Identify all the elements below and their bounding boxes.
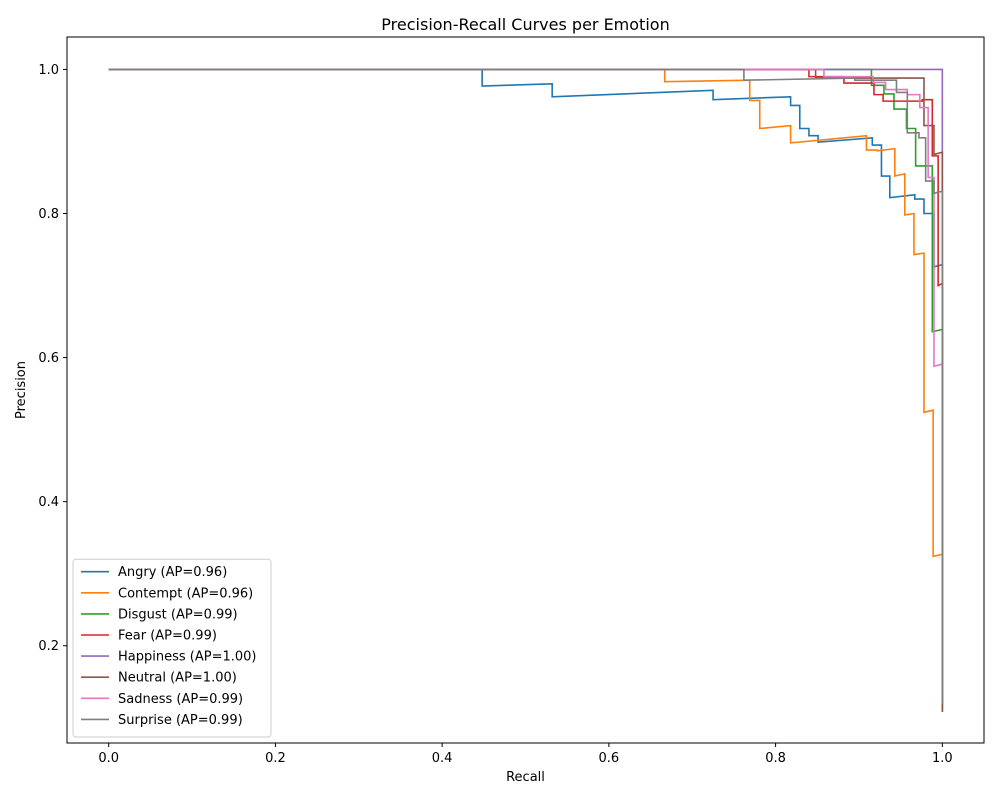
x-tick-label: 1.0 xyxy=(932,751,953,766)
legend-label: Contempt (AP=0.96) xyxy=(118,586,253,601)
y-tick-label: 0.6 xyxy=(38,351,59,366)
legend-label: Disgust (AP=0.99) xyxy=(118,607,238,622)
legend-label: Sadness (AP=0.99) xyxy=(118,692,243,707)
series-line-7 xyxy=(108,68,944,704)
plot-frame xyxy=(66,36,985,744)
y-axis: 0.2 0.4 0.6 0.8 1.0 xyxy=(38,63,67,654)
y-tick-label: 1.0 xyxy=(38,63,59,78)
legend-label: Neutral (AP=1.00) xyxy=(118,671,237,686)
y-axis-label: Precision xyxy=(14,361,29,419)
series-line-0 xyxy=(108,68,944,704)
y-tick-label: 0.2 xyxy=(38,639,59,654)
legend: Angry (AP=0.96) Contempt (AP=0.96) Disgust… xyxy=(72,558,272,738)
x-axis: 0.0 0.2 0.4 0.6 0.8 1.0 xyxy=(98,743,953,766)
series-layer xyxy=(108,68,944,713)
x-tick-label: 0.8 xyxy=(765,751,786,766)
x-tick-label: 0.6 xyxy=(599,751,620,766)
x-tick-label: 0.2 xyxy=(265,751,286,766)
series-line-1 xyxy=(108,68,944,711)
legend-box xyxy=(72,558,272,738)
legend-label: Surprise (AP=0.99) xyxy=(118,713,243,728)
chart-title: Precision-Recall Curves per Emotion xyxy=(381,15,669,34)
x-axis-label: Recall xyxy=(506,770,545,785)
x-tick-label: 0.4 xyxy=(432,751,453,766)
x-tick-label: 0.0 xyxy=(98,751,119,766)
series-line-2 xyxy=(108,68,944,704)
series-line-5 xyxy=(108,68,944,713)
y-tick-label: 0.4 xyxy=(38,495,59,510)
legend-label: Angry (AP=0.96) xyxy=(118,565,227,580)
y-tick-label: 0.8 xyxy=(38,207,59,222)
legend-label: Happiness (AP=1.00) xyxy=(118,650,257,665)
legend-label: Fear (AP=0.99) xyxy=(118,629,217,644)
